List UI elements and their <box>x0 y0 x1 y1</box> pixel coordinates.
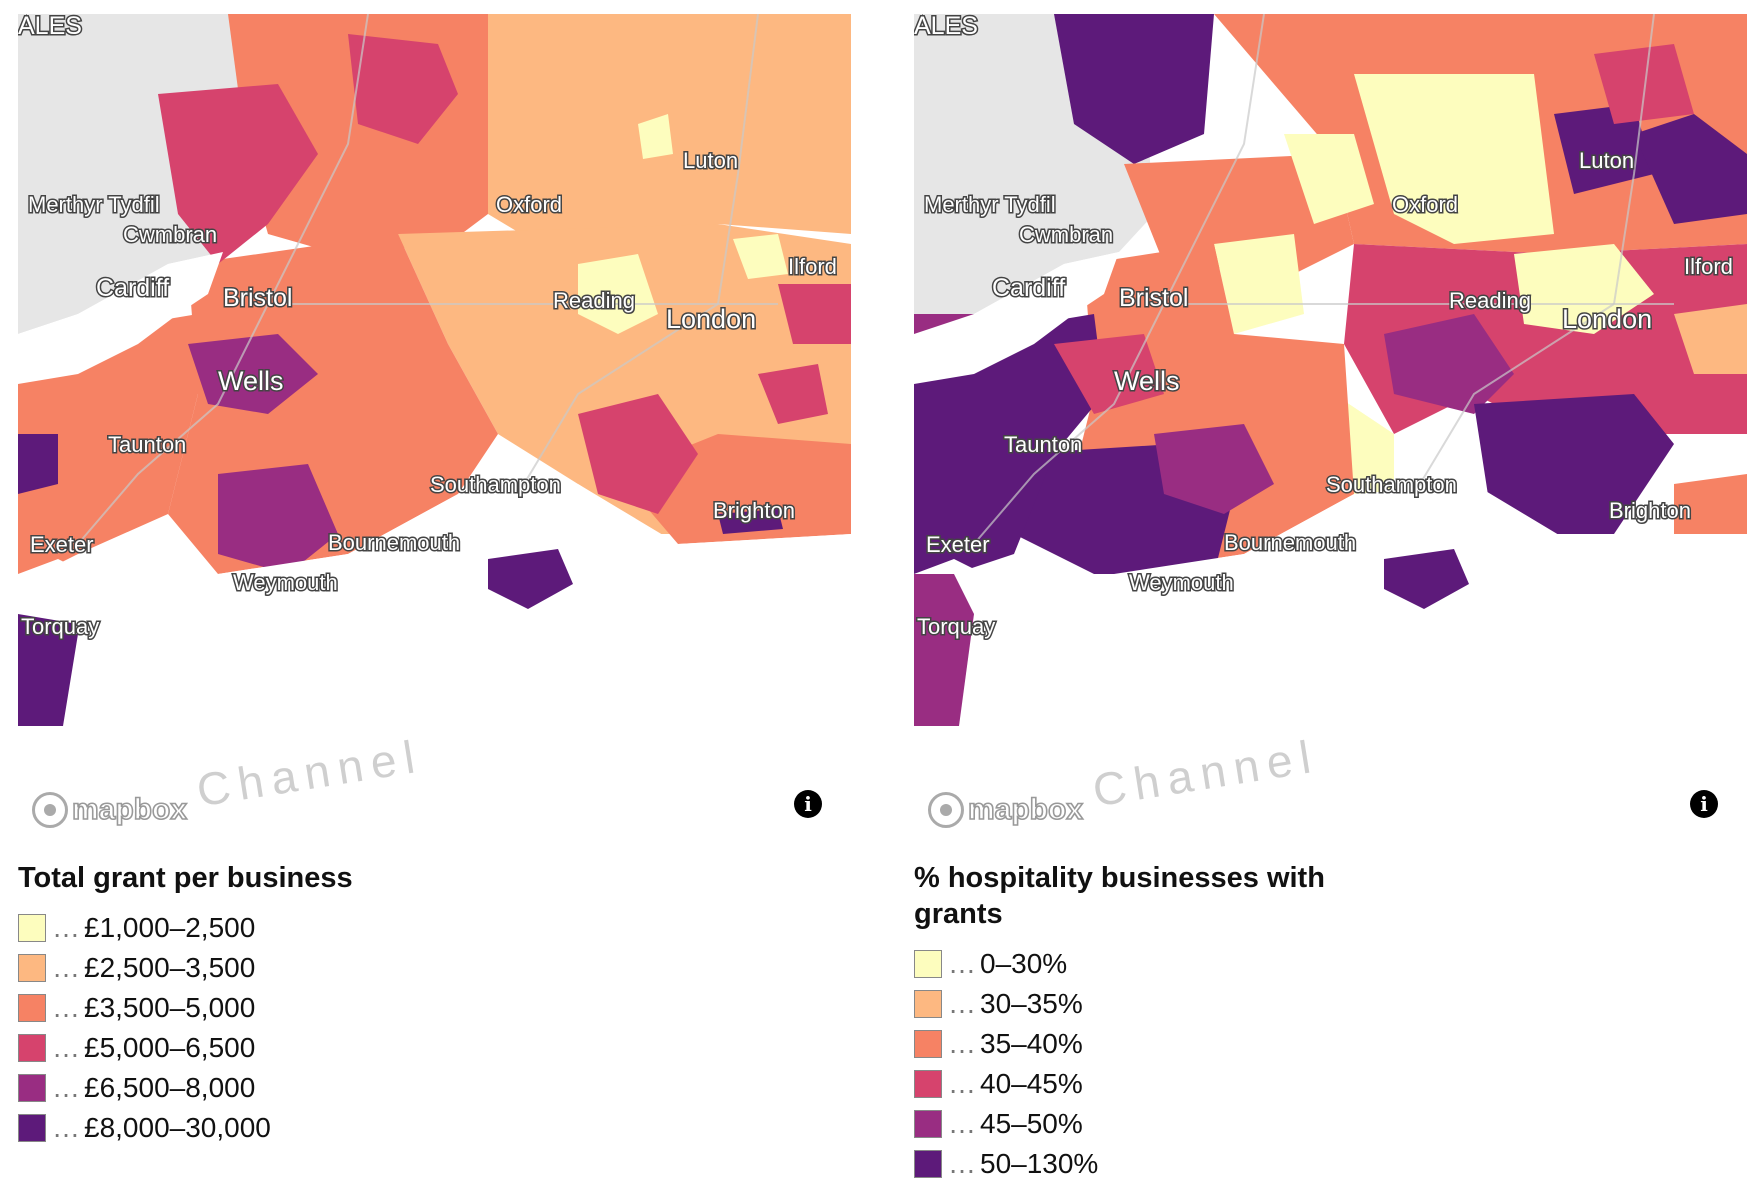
region-label-wales: ALES <box>18 14 82 40</box>
map-canvas[interactable]: ALES Merthyr Tydfil Cwmbran Cardiff Bris… <box>18 14 851 726</box>
place-bournemouth: Bournemouth <box>328 530 460 555</box>
legend-item: … 40–45% <box>914 1064 1098 1104</box>
place-reading: Reading <box>553 288 635 313</box>
mapbox-logo[interactable]: mapbox <box>32 790 188 830</box>
watermark: Channel <box>1089 729 1322 817</box>
place-cardiff: Cardiff <box>992 274 1065 302</box>
place-london: London <box>666 304 756 334</box>
place-brighton: Brighton <box>713 498 795 523</box>
place-wells: Wells <box>218 366 284 396</box>
legend-swatch <box>18 994 46 1022</box>
mapbox-icon <box>928 792 964 828</box>
legend-item: … 45–50% <box>914 1104 1098 1144</box>
place-weymouth: Weymouth <box>233 570 338 595</box>
legend-swatch <box>914 1150 942 1178</box>
place-bristol: Bristol <box>1119 284 1188 312</box>
mapbox-logo[interactable]: mapbox <box>928 790 1084 830</box>
place-luton: Luton <box>683 148 738 173</box>
legend-swatch <box>914 1030 942 1058</box>
choropleth-map-hospitality[interactable]: ALES Merthyr Tydfil Cwmbran Cardiff Bris… <box>914 14 1747 726</box>
place-reading: Reading <box>1449 288 1531 313</box>
place-london: London <box>1562 304 1652 334</box>
legend-swatch <box>914 1070 942 1098</box>
map-panel-grant: ALES Merthyr Tydfil Cwmbran Cardiff Bris… <box>18 14 851 1194</box>
place-merthyr-tydfil: Merthyr Tydfil <box>28 192 160 217</box>
place-exeter: Exeter <box>30 532 94 557</box>
place-torquay: Torquay <box>917 614 995 639</box>
place-taunton: Taunton <box>1004 432 1082 457</box>
legend-title: % hospitality businesses with grants <box>914 862 1325 930</box>
mapbox-icon <box>32 792 68 828</box>
region-label-wales: ALES <box>914 14 978 40</box>
legend: … 0–30% … 30–35% … 35–40% … 40–45% … 45–50% …… <box>914 944 1098 1184</box>
place-bournemouth: Bournemouth <box>1224 530 1356 555</box>
place-cardiff: Cardiff <box>96 274 169 302</box>
legend-title: Total grant per business <box>18 862 353 894</box>
legend: … £1,000–2,500 … £2,500–3,500 … £3,500–5,00… <box>18 908 271 1148</box>
info-icon[interactable]: i <box>1690 790 1718 818</box>
legend-swatch <box>18 1074 46 1102</box>
legend-item: … £5,000–6,500 <box>18 1028 271 1068</box>
legend-swatch <box>18 954 46 982</box>
mapbox-wordmark: mapbox <box>967 792 1084 827</box>
legend-item: … £8,000–30,000 <box>18 1108 271 1148</box>
place-luton: Luton <box>1579 148 1634 173</box>
legend-item: … 30–35% <box>914 984 1098 1024</box>
legend-item: … £6,500–8,000 <box>18 1068 271 1108</box>
legend-swatch <box>18 1034 46 1062</box>
legend-item: … 50–130% <box>914 1144 1098 1184</box>
map-canvas[interactable]: ALES Merthyr Tydfil Cwmbran Cardiff Bris… <box>914 14 1747 726</box>
legend-item: … £3,500–5,000 <box>18 988 271 1028</box>
place-weymouth: Weymouth <box>1129 570 1234 595</box>
legend-item: … £2,500–3,500 <box>18 948 271 988</box>
legend-swatch <box>914 990 942 1018</box>
place-exeter: Exeter <box>926 532 990 557</box>
place-wells: Wells <box>1114 366 1180 396</box>
mapbox-wordmark: mapbox <box>71 792 188 827</box>
map-panel-hospitality: ALES Merthyr Tydfil Cwmbran Cardiff Bris… <box>914 14 1747 1194</box>
legend-swatch <box>914 950 942 978</box>
place-ilford: Ilford <box>788 254 837 279</box>
legend-swatch <box>18 914 46 942</box>
place-southampton: Southampton <box>430 472 561 497</box>
place-ilford: Ilford <box>1684 254 1733 279</box>
legend-item: … 0–30% <box>914 944 1098 984</box>
place-torquay: Torquay <box>21 614 99 639</box>
place-southampton: Southampton <box>1326 472 1457 497</box>
legend-swatch <box>18 1114 46 1142</box>
watermark: Channel <box>193 729 426 817</box>
place-taunton: Taunton <box>108 432 186 457</box>
legend-item: … 35–40% <box>914 1024 1098 1064</box>
legend-item: … £1,000–2,500 <box>18 908 271 948</box>
place-brighton: Brighton <box>1609 498 1691 523</box>
legend-swatch <box>914 1110 942 1138</box>
info-icon[interactable]: i <box>794 790 822 818</box>
place-cwmbran: Cwmbran <box>1019 222 1113 247</box>
place-cwmbran: Cwmbran <box>123 222 217 247</box>
place-bristol: Bristol <box>223 284 292 312</box>
place-oxford: Oxford <box>496 192 562 217</box>
choropleth-map-grant[interactable]: ALES Merthyr Tydfil Cwmbran Cardiff Bris… <box>18 14 851 726</box>
place-merthyr-tydfil: Merthyr Tydfil <box>924 192 1056 217</box>
place-oxford: Oxford <box>1392 192 1458 217</box>
